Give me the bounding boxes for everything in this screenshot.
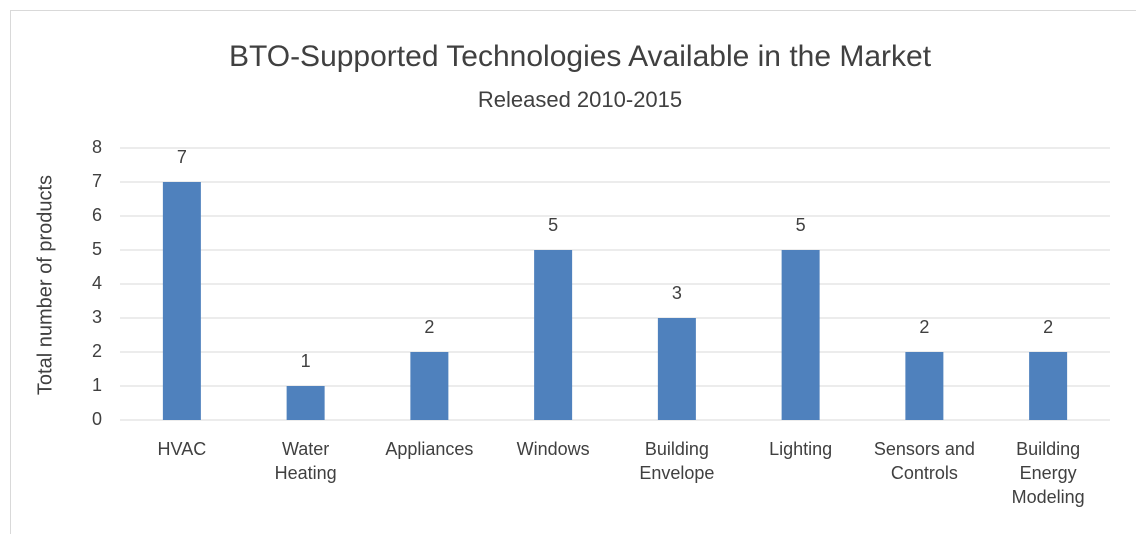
x-tick-label: Water Heating — [275, 439, 337, 483]
y-tick-label: 0 — [92, 409, 102, 429]
bar — [905, 352, 944, 420]
data-label: 1 — [301, 351, 311, 371]
bar — [1029, 352, 1068, 420]
y-axis-label: Total number of products — [34, 175, 56, 395]
chart-title: BTO-Supported Technologies Available in … — [229, 40, 932, 73]
data-label: 2 — [424, 317, 434, 337]
data-label: 5 — [548, 215, 558, 235]
bar — [410, 352, 449, 420]
y-tick-label: 7 — [92, 171, 102, 191]
bar — [657, 318, 696, 420]
data-label: 2 — [1043, 317, 1053, 337]
x-tick-label: Sensors and Controls — [874, 439, 975, 483]
x-tick-label: Building Energy Modeling — [1012, 439, 1085, 507]
y-tick-label: 5 — [92, 239, 102, 259]
x-tick-label: HVAC — [158, 439, 207, 459]
x-tick-label: Windows — [517, 439, 590, 459]
y-tick-label: 2 — [92, 341, 102, 361]
data-label: 5 — [796, 215, 806, 235]
bar — [286, 386, 325, 420]
chart-subtitle: Released 2010-2015 — [478, 87, 682, 112]
bar — [781, 250, 820, 420]
y-tick-label: 1 — [92, 375, 102, 395]
bar — [534, 250, 573, 420]
y-tick-label: 6 — [92, 205, 102, 225]
x-tick-label: Building Envelope — [639, 439, 714, 483]
data-label: 7 — [177, 147, 187, 167]
y-tick-label: 8 — [92, 137, 102, 157]
x-tick-label: Appliances — [385, 439, 473, 459]
x-tick-label: Lighting — [769, 439, 832, 459]
y-tick-label: 3 — [92, 307, 102, 327]
bar — [162, 182, 201, 420]
y-tick-label: 4 — [92, 273, 102, 293]
data-label: 2 — [919, 317, 929, 337]
data-label: 3 — [672, 283, 682, 303]
